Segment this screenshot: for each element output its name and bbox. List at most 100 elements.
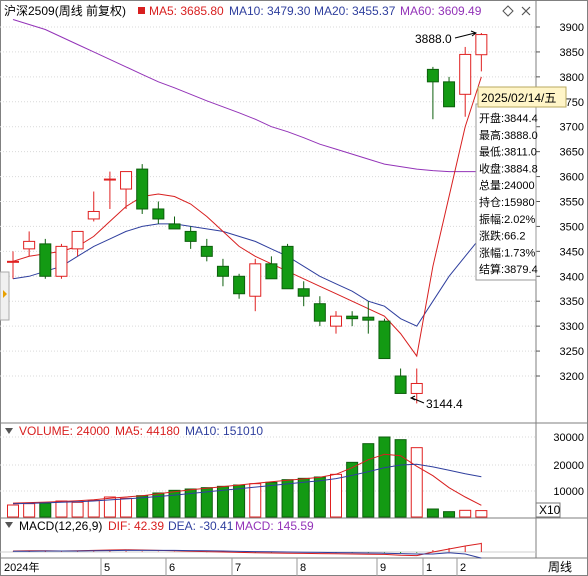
candle[interactable]	[313, 296, 326, 327]
grid-lines	[0, 26, 536, 492]
volume-bar[interactable]	[7, 504, 19, 518]
volume-bars[interactable]	[7, 436, 488, 518]
candle[interactable]	[265, 256, 278, 280]
header-controls[interactable]	[502, 5, 531, 17]
candle[interactable]	[297, 281, 310, 307]
candle[interactable]	[233, 273, 246, 299]
volume-bar[interactable]	[200, 487, 213, 518]
candle[interactable]	[136, 164, 149, 214]
volume-header: VOLUME: 24000 MA5: 44180 MA10: 151010	[5, 424, 263, 438]
candle[interactable]	[184, 226, 197, 249]
candle[interactable]	[200, 238, 213, 262]
ma10-line	[12, 223, 482, 327]
left-panel-toggle[interactable]	[0, 271, 10, 321]
volume-bar[interactable]	[281, 479, 294, 518]
volume-bar[interactable]	[71, 501, 84, 518]
price-tick-label: 3550	[560, 197, 584, 209]
candle[interactable]	[362, 301, 375, 334]
volume-bar[interactable]	[184, 488, 197, 518]
volume-bar[interactable]	[168, 489, 181, 518]
volume-bar[interactable]	[459, 509, 472, 518]
candle[interactable]	[281, 243, 294, 290]
volume-bar[interactable]	[265, 481, 278, 518]
volume-bar[interactable]	[136, 495, 149, 518]
volume-bar[interactable]	[426, 508, 439, 518]
time-tick-label: 9	[380, 562, 386, 574]
volume-bar[interactable]	[346, 461, 359, 518]
volume-bar[interactable]	[297, 477, 310, 518]
candle[interactable]	[103, 171, 116, 209]
candle[interactable]	[39, 238, 52, 279]
collapse-arrow-icon[interactable]	[5, 522, 13, 528]
volume-bar[interactable]	[55, 500, 68, 518]
candle[interactable]	[168, 216, 181, 230]
candle-body	[475, 34, 488, 56]
price-tick-label: 3250	[560, 346, 584, 358]
candle[interactable]	[394, 368, 407, 394]
diamond-icon[interactable]	[502, 5, 514, 17]
close-icon[interactable]	[521, 6, 531, 16]
volume-bar[interactable]	[362, 443, 375, 518]
tooltip-row: 涨幅:1.73%	[479, 246, 535, 259]
candle[interactable]	[249, 258, 262, 312]
candle[interactable]	[7, 251, 19, 279]
svg-text:最低:3811.0: 最低:3811.0	[479, 146, 537, 159]
tooltip-separator: :	[501, 180, 504, 192]
candle-body	[265, 263, 278, 280]
candlesticks[interactable]	[7, 32, 488, 404]
volume-ma5-series	[12, 453, 482, 506]
candle[interactable]	[378, 318, 391, 360]
volume-bar[interactable]	[120, 497, 133, 518]
volume-bar[interactable]	[313, 476, 326, 518]
time-tick-label: 8	[300, 562, 306, 574]
volume-bar[interactable]	[23, 503, 36, 518]
symbol-title: 沪深2509(周线 前复权)	[4, 3, 126, 18]
candle-body	[297, 288, 310, 297]
price-tick-label: 3500	[560, 221, 584, 233]
candle[interactable]	[330, 311, 342, 334]
candle[interactable]	[216, 258, 229, 287]
macd-dea-series	[13, 549, 482, 559]
candle[interactable]	[23, 231, 36, 257]
macd-dea: DEA: -30.41	[168, 519, 234, 533]
volume-bar[interactable]	[87, 499, 100, 518]
candle-body	[136, 168, 149, 210]
volume-bar[interactable]	[394, 439, 407, 518]
volume-bar[interactable]	[152, 492, 165, 518]
candle[interactable]	[120, 171, 133, 209]
volume-bar[interactable]	[103, 496, 116, 518]
ma5-line	[12, 76, 482, 358]
price-tick-label: 3850	[560, 47, 584, 59]
candle-body	[168, 223, 181, 230]
candle[interactable]	[443, 76, 456, 108]
volume-bar[interactable]	[39, 502, 52, 518]
volume-bar[interactable]	[249, 483, 262, 518]
tooltip-row-label: 最低	[479, 146, 501, 159]
period-label[interactable]: 周线	[548, 560, 572, 574]
candle[interactable]	[426, 66, 439, 120]
volume-bar[interactable]	[233, 484, 246, 518]
svg-text:持仓:15980: 持仓:15980	[479, 195, 535, 209]
candle[interactable]	[152, 201, 165, 224]
volume-bar[interactable]	[443, 511, 456, 518]
ma10-series	[12, 223, 482, 327]
candle[interactable]	[87, 191, 100, 222]
candle-body	[443, 81, 456, 108]
volume-bar[interactable]	[378, 436, 391, 518]
candle[interactable]	[55, 243, 68, 279]
candle[interactable]	[459, 46, 472, 117]
tooltip-separator: :	[501, 214, 504, 226]
collapse-arrow-icon[interactable]	[5, 428, 13, 434]
candle-body	[103, 178, 116, 181]
volume-bar[interactable]	[475, 510, 488, 518]
expand-arrow-icon[interactable]	[3, 290, 7, 298]
volume-bar[interactable]	[330, 473, 342, 518]
candle[interactable]	[346, 311, 359, 327]
volume-bar[interactable]	[410, 447, 423, 518]
candle[interactable]	[475, 32, 488, 72]
ma60-series	[12, 19, 482, 173]
candle[interactable]	[71, 230, 84, 257]
volume-ma10: MA10: 151010	[185, 424, 263, 438]
candle[interactable]	[410, 368, 423, 404]
